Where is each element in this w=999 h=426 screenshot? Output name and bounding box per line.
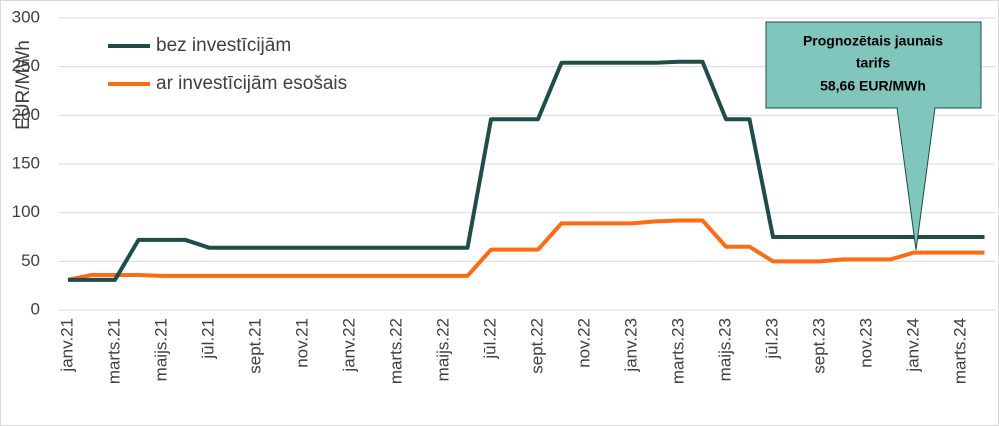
- x-tick-label: marts.22: [386, 318, 405, 384]
- x-tick-label: sept.23: [809, 318, 828, 374]
- data-line: [68, 59, 985, 282]
- y-tick-label: 0: [31, 299, 40, 318]
- x-tick-label: janv.23: [621, 318, 640, 373]
- callout-text: tarifs: [856, 55, 890, 71]
- y-tick-label: 300: [12, 7, 40, 26]
- y-tick-label: 50: [21, 251, 40, 270]
- plot: 0 50 100 150 200 250 300 janv.21 marts.21 maijs.2…: [12, 7, 995, 384]
- legend-label: bez investīcijām: [156, 35, 291, 56]
- x-tick-label: janv.24: [903, 318, 922, 373]
- x-tick-label: jūl.22: [480, 318, 499, 360]
- x-tick-label: marts.24: [950, 318, 969, 384]
- x-tick-label: janv.21: [57, 318, 76, 373]
- callout-box: [765, 21, 982, 251]
- y-tick-label: 200: [12, 105, 40, 124]
- x-tick-label: sept.22: [527, 318, 546, 374]
- x-tick-label: jūl.23: [762, 318, 781, 360]
- legend-label: ar investīcijām esošais: [156, 73, 347, 94]
- y-tick-label: 150: [12, 153, 40, 172]
- callout-text: Prognozētais jaunais: [803, 33, 943, 49]
- x-tick-label: nov.23: [856, 318, 875, 368]
- x-tick-label: jūl.21: [198, 318, 217, 360]
- callout-text: 58,66 EUR/MWh: [820, 78, 926, 94]
- y-tick-label: 250: [12, 56, 40, 75]
- callout: Prognozētais jaunais tarifs 58,66 EUR/MW…: [765, 21, 982, 251]
- x-tick-label: janv.22: [339, 318, 358, 373]
- x-tick-label: nov.21: [292, 318, 311, 368]
- x-tick-label: maijs.23: [715, 318, 734, 381]
- y-axis-label: EUR/MWh: [13, 40, 34, 130]
- x-tick-label: maijs.21: [151, 318, 170, 381]
- x-tick-label: nov.22: [574, 318, 593, 368]
- x-tick-label: marts.21: [104, 318, 123, 384]
- x-tick-label: sept.21: [245, 318, 264, 374]
- data-line: [67, 218, 985, 282]
- x-tick-label: marts.23: [668, 318, 687, 384]
- y-tick-label: 100: [12, 202, 40, 221]
- x-tick-label: maijs.22: [433, 318, 452, 381]
